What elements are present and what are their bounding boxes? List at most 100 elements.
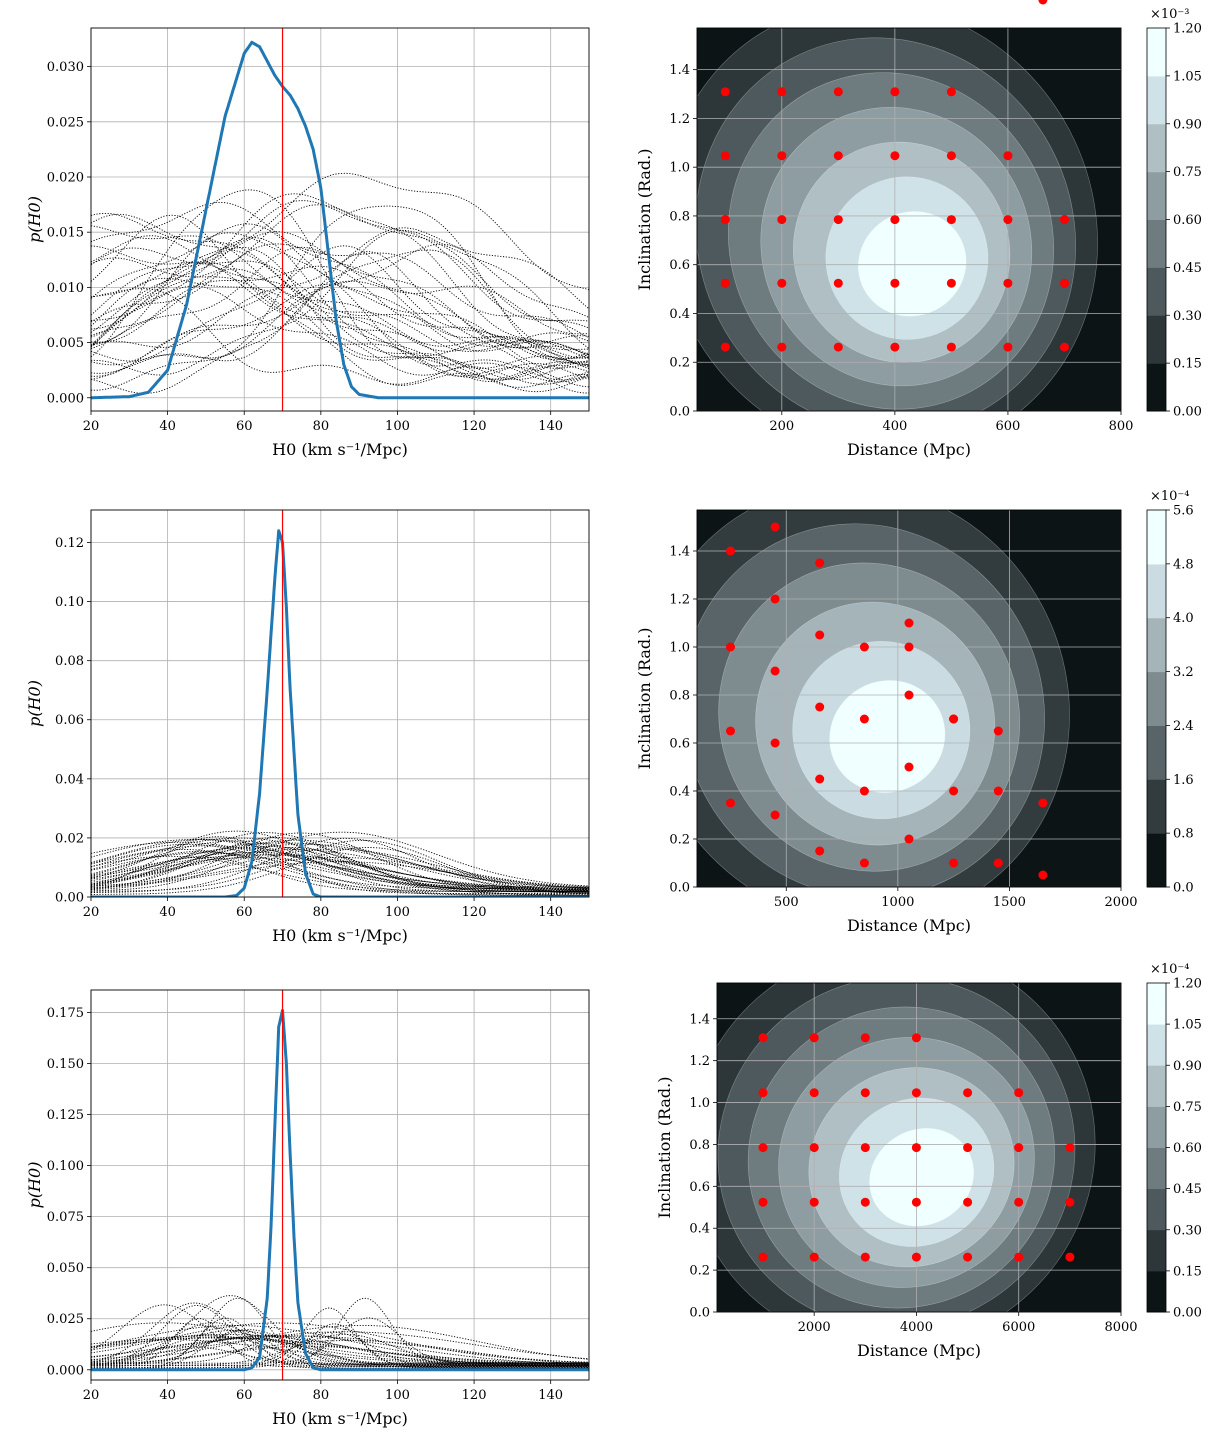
axes-frame bbox=[90, 509, 590, 898]
y-tick-label: 0.015 bbox=[47, 226, 84, 241]
injection-point bbox=[890, 342, 900, 352]
x-tick-label: 60 bbox=[236, 905, 253, 920]
combined-posterior-curve bbox=[91, 40, 589, 400]
injection-point bbox=[890, 151, 900, 161]
injection-point bbox=[904, 834, 914, 844]
x-tick-label: 20 bbox=[83, 905, 100, 920]
injection-point bbox=[890, 215, 900, 225]
injection-point bbox=[860, 1197, 870, 1207]
x-tick-label: 80 bbox=[313, 1388, 330, 1403]
contour-panel-3: 2000 4000 6000 8000 0.0 0.2 0.4 0.6 0.8 1.0 1.2 1.4… bbox=[655, 962, 1202, 1360]
injection-point bbox=[1003, 342, 1013, 352]
individual-event-curve bbox=[91, 1334, 589, 1368]
colorbar-tick-label: 1.20 bbox=[1173, 22, 1202, 37]
injection-point bbox=[1065, 1252, 1075, 1262]
individual-event-curve bbox=[91, 212, 589, 359]
y-tick-label: 1.4 bbox=[669, 63, 690, 78]
axes-frame bbox=[90, 27, 590, 412]
individual-event-curve bbox=[91, 1331, 589, 1361]
x-axis-label: H0 (km s⁻¹/Mpc) bbox=[272, 926, 408, 945]
individual-event-curve bbox=[91, 1335, 589, 1365]
injection-point bbox=[1003, 215, 1013, 225]
colorbar-tick-label: 4.8 bbox=[1173, 557, 1194, 572]
colorbar-tick-label: 2.4 bbox=[1173, 719, 1194, 734]
x-tick-label: 200 bbox=[769, 419, 794, 434]
injection-point bbox=[726, 726, 735, 736]
injection-point bbox=[815, 630, 825, 640]
y-tick-label: 0.2 bbox=[689, 1264, 710, 1279]
individual-event-curve bbox=[91, 861, 589, 889]
individual-event-curve bbox=[91, 262, 589, 360]
injection-point bbox=[993, 726, 1003, 736]
x-tick-label: 400 bbox=[882, 419, 907, 434]
colorbar-tick-label: 0.8 bbox=[1173, 827, 1194, 842]
injection-point bbox=[726, 546, 735, 556]
colorbar-scale-label: ×10⁻⁴ bbox=[1150, 962, 1190, 977]
individual-event-curve bbox=[91, 855, 589, 893]
injection-point bbox=[946, 151, 956, 161]
individual-event-curve bbox=[91, 850, 589, 890]
colorbar-tick-label: 0.30 bbox=[1173, 309, 1202, 324]
individual-event-curve bbox=[91, 845, 589, 888]
colorbar-tick-label: 4.0 bbox=[1173, 611, 1194, 626]
injection-point bbox=[963, 1197, 973, 1207]
colorbar-band bbox=[1147, 267, 1166, 316]
y-tick-label: 0.02 bbox=[55, 831, 84, 846]
injection-point bbox=[1003, 151, 1013, 161]
colorbar-band bbox=[1147, 617, 1166, 673]
x-tick-label: 100 bbox=[385, 1388, 410, 1403]
individual-event-curve bbox=[91, 849, 589, 894]
injection-point bbox=[833, 87, 843, 97]
individual-event-curve bbox=[91, 251, 589, 394]
y-tick-label: 1.2 bbox=[669, 112, 690, 127]
individual-event-curve bbox=[91, 265, 589, 361]
plot-area bbox=[91, 28, 589, 411]
injection-point bbox=[777, 87, 787, 97]
injection-point bbox=[1038, 870, 1048, 880]
individual-event-curve bbox=[91, 857, 589, 890]
y-tick-label: 0.050 bbox=[47, 1261, 84, 1276]
injection-point bbox=[758, 1088, 768, 1098]
injection-point bbox=[949, 714, 959, 724]
colorbar-band bbox=[1147, 1270, 1166, 1313]
individual-event-curve bbox=[91, 1346, 589, 1365]
injection-point bbox=[1065, 1143, 1075, 1153]
individual-event-curve bbox=[91, 831, 589, 887]
individual-event-curve bbox=[91, 1337, 589, 1367]
x-tick-label: 80 bbox=[313, 905, 330, 920]
y-tick-label: 0.000 bbox=[47, 391, 84, 406]
contour-fills bbox=[717, 983, 1096, 1312]
colorbar-tick-label: 0.0 bbox=[1173, 881, 1194, 896]
injection-point bbox=[809, 1252, 819, 1262]
individual-event-curve bbox=[91, 193, 589, 358]
x-tick-label: 6000 bbox=[1002, 1320, 1035, 1335]
x-tick-label: 40 bbox=[159, 419, 176, 434]
x-tick-label: 20 bbox=[83, 419, 100, 434]
x-axis-label: H0 (km s⁻¹/Mpc) bbox=[272, 440, 408, 459]
individual-event-curve bbox=[91, 1340, 589, 1367]
injection-point bbox=[770, 594, 780, 604]
colorbar-frame bbox=[1146, 509, 1167, 888]
colorbar-band bbox=[1147, 510, 1166, 565]
colorbar-tick-label: 0.15 bbox=[1173, 357, 1202, 372]
injection-point bbox=[963, 1143, 973, 1153]
individual-event-curve bbox=[91, 205, 589, 391]
injection-point bbox=[815, 558, 825, 568]
colorbar-band bbox=[1147, 671, 1166, 726]
y-tick-label: 0.2 bbox=[669, 356, 690, 371]
contour-band bbox=[829, 680, 946, 793]
x-tick-label: 100 bbox=[385, 905, 410, 920]
y-tick-label: 0.000 bbox=[47, 1363, 84, 1378]
colorbar: 0.00 0.15 0.30 0.45 0.60 0.75 0.90 1.05 1.20×10⁻… bbox=[1146, 962, 1202, 1321]
y-axis-label: p(H0) bbox=[25, 196, 44, 243]
injection-point bbox=[815, 774, 825, 784]
individual-event-curve bbox=[91, 1337, 589, 1364]
individual-event-curve bbox=[91, 837, 589, 890]
injection-point bbox=[770, 810, 780, 820]
individual-event-curve bbox=[91, 837, 589, 891]
injection-point bbox=[770, 522, 780, 532]
axes-frame bbox=[696, 27, 1122, 412]
individual-event-curve bbox=[91, 848, 589, 887]
injection-point bbox=[1014, 1197, 1024, 1207]
injection-point bbox=[963, 1088, 973, 1098]
